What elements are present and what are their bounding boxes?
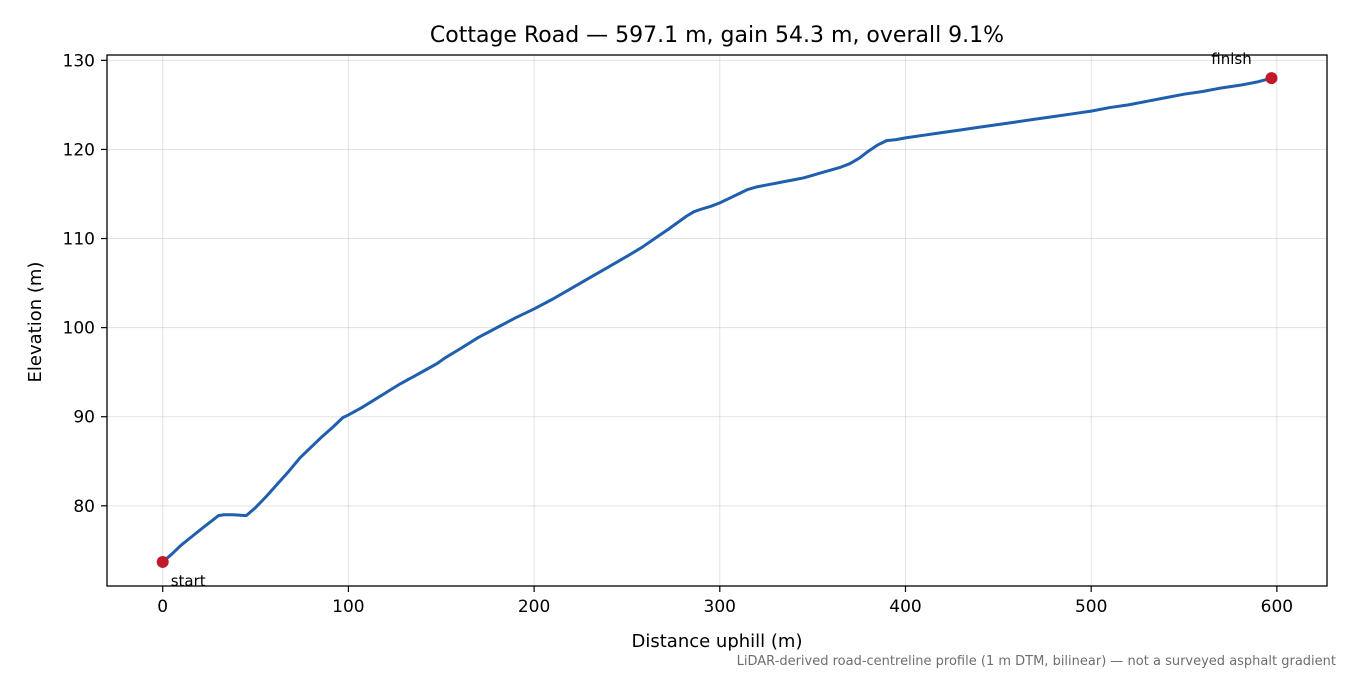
elevation-profile-line — [161, 76, 1273, 564]
y-tick-label: 130 — [63, 51, 95, 71]
x-tick-label: 600 — [1261, 597, 1293, 617]
axis-ticks: 0 100 200 300 400 500 600 80 90 100 110 120 130 — [63, 51, 1294, 617]
grid — [107, 55, 1327, 586]
y-tick-label: 110 — [63, 230, 95, 250]
y-tick-label: 120 — [63, 140, 95, 160]
x-tick-label: 200 — [518, 597, 550, 617]
x-tick-label: 300 — [704, 597, 736, 617]
x-tick-label: 100 — [332, 597, 364, 617]
y-tick-label: 100 — [63, 319, 95, 339]
start-marker — [156, 555, 169, 568]
finish-marker — [1265, 72, 1278, 85]
plot-frame — [106, 54, 1328, 587]
chart-title: Cottage Road — 597.1 m, gain 54.3 m, ove… — [430, 23, 1004, 48]
x-tick-label: 400 — [889, 597, 921, 617]
x-axis-label: Distance uphill (m) — [632, 631, 803, 652]
x-tick-label: 0 — [157, 597, 168, 617]
start-annotation: start — [171, 572, 206, 590]
x-tick-label: 500 — [1075, 597, 1107, 617]
y-tick-label: 80 — [73, 497, 95, 517]
y-axis-label: Elevation (m) — [25, 262, 46, 383]
footnote: LiDAR-derived road-centreline profile (1… — [737, 654, 1336, 669]
y-tick-label: 90 — [73, 408, 95, 428]
finish-annotation: finish — [1211, 50, 1251, 68]
